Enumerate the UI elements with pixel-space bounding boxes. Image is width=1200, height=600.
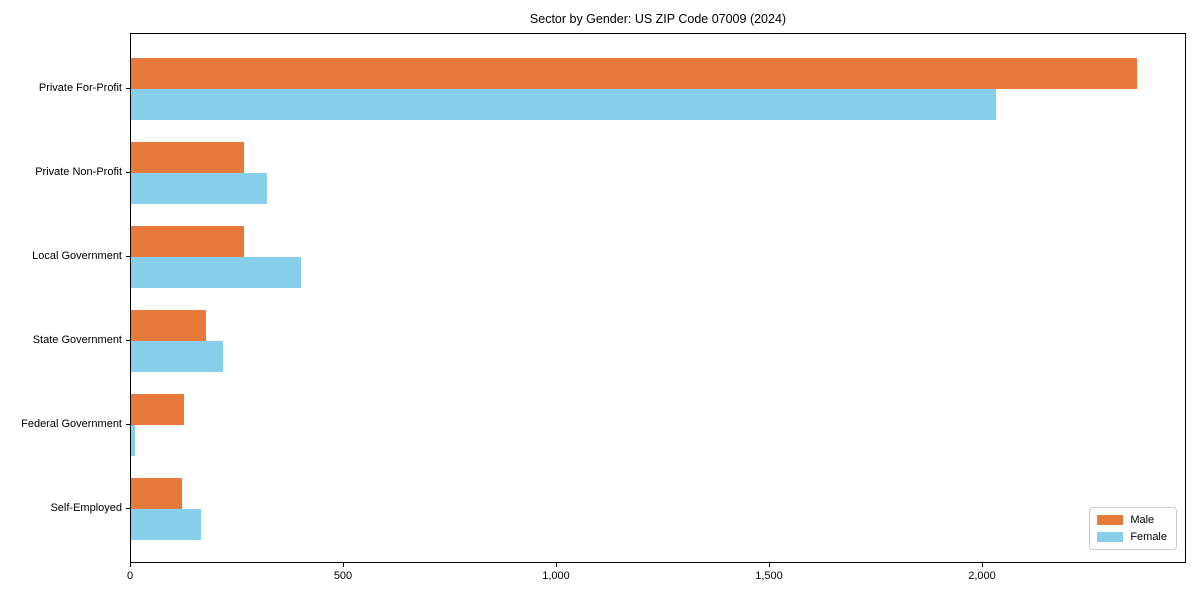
- bar-male-local-government: [131, 226, 244, 257]
- legend-label-male: Male: [1130, 514, 1155, 526]
- x-axis-tick-1-000: 1,000: [542, 570, 570, 582]
- legend-entry-male: Male: [1097, 514, 1167, 526]
- bar-female-federal-government: [131, 425, 135, 456]
- x-tick-mark: [556, 563, 557, 567]
- x-axis-tick-2-000: 2,000: [968, 570, 996, 582]
- y-axis-label-state-government: State Government: [32, 334, 122, 346]
- bar-male-federal-government: [131, 394, 184, 425]
- bar-male-private-for-profit: [131, 58, 1137, 89]
- chart-title: Sector by Gender: US ZIP Code 07009 (202…: [529, 12, 787, 26]
- x-axis-tick-0: 0: [126, 570, 134, 582]
- x-axis-tick-1-500: 1,500: [755, 570, 783, 582]
- y-tick-mark: [126, 508, 130, 509]
- x-axis-tick-500: 500: [333, 570, 353, 582]
- y-axis-label-private-for-profit: Private For-Profit: [38, 82, 122, 94]
- y-tick-mark: [126, 340, 130, 341]
- y-tick-mark: [126, 424, 130, 425]
- legend-entry-female: Female: [1097, 531, 1167, 543]
- female-swatch-icon: [1097, 532, 1124, 542]
- x-tick-mark: [343, 563, 344, 567]
- bar-female-private-for-profit: [131, 89, 996, 120]
- bar-female-local-government: [131, 257, 301, 288]
- y-tick-mark: [126, 256, 130, 257]
- y-axis-label-local-government: Local Government: [32, 250, 122, 262]
- bar-male-self-employed: [131, 478, 182, 509]
- bar-female-state-government: [131, 341, 223, 372]
- bar-male-state-government: [131, 310, 206, 341]
- y-tick-mark: [126, 88, 130, 89]
- bar-female-self-employed: [131, 509, 201, 540]
- bar-male-private-non-profit: [131, 142, 244, 173]
- legend-label-female: Female: [1130, 531, 1167, 543]
- y-tick-mark: [126, 172, 130, 173]
- x-tick-mark: [130, 563, 131, 567]
- bar-female-private-non-profit: [131, 173, 267, 204]
- y-axis-label-private-non-profit: Private Non-Profit: [35, 166, 122, 178]
- legend: Male Female: [1089, 507, 1177, 550]
- plot-area: Male Female: [130, 33, 1186, 563]
- x-tick-mark: [982, 563, 983, 567]
- y-axis-label-federal-government: Federal Government: [21, 418, 122, 430]
- male-swatch-icon: [1097, 515, 1124, 525]
- x-tick-mark: [769, 563, 770, 567]
- y-axis-label-self-employed: Self-Employed: [50, 502, 122, 514]
